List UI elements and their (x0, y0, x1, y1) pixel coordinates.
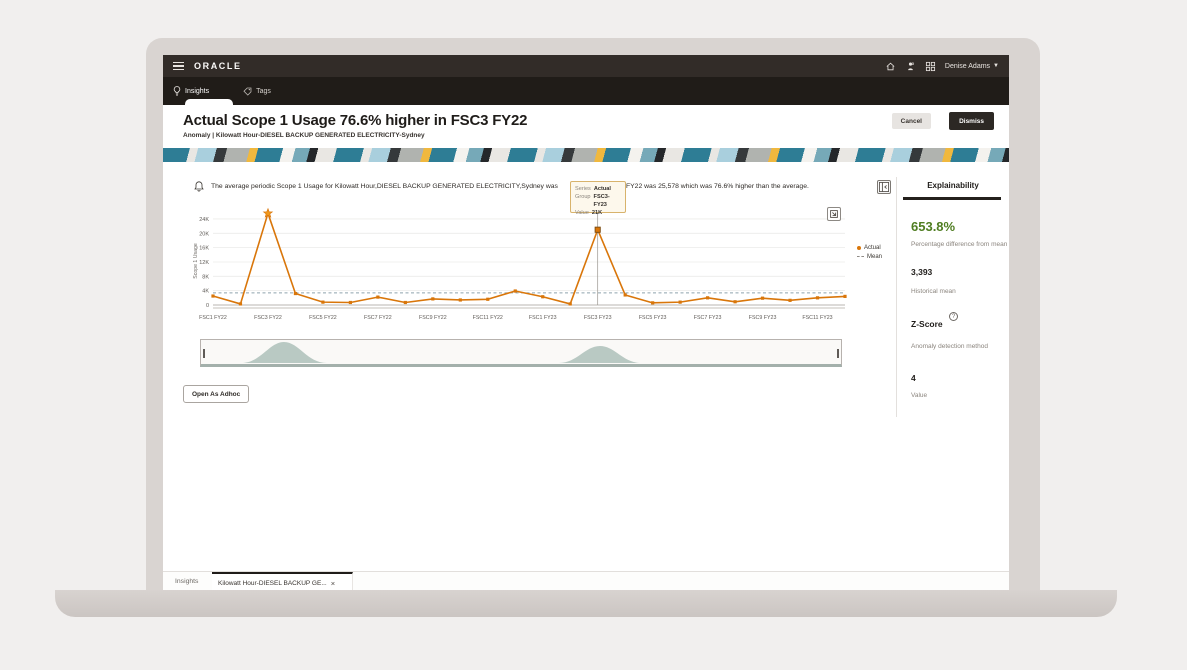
brush-left-handle[interactable] (203, 349, 205, 358)
legend-item-actual[interactable]: Actual (857, 243, 917, 252)
tooltip-series-label: Series (575, 186, 591, 192)
svg-text:FSC1 FY22: FSC1 FY22 (199, 315, 227, 321)
lightbulb-icon (173, 86, 181, 96)
tooltip-group-value: FSC3-FY23 (593, 194, 610, 208)
svg-text:Scope 1 Usage: Scope 1 Usage (193, 243, 199, 279)
chart-legend: Actual Mean (857, 243, 917, 261)
legend-actual-label: Actual (864, 244, 881, 251)
bottom-tab-label: Kilowatt Hour-DIESEL BACKUP GE... (218, 580, 327, 587)
svg-text:FSC11 FY23: FSC11 FY23 (802, 315, 832, 321)
metric-historical-mean-label: Historical mean (911, 288, 956, 295)
hamburger-icon[interactable] (173, 62, 184, 70)
brush-density-hump-1 (241, 342, 327, 363)
bottom-active-tab[interactable]: Kilowatt Hour-DIESEL BACKUP GE... × (212, 572, 353, 592)
svg-text:FSC1 FY23: FSC1 FY23 (529, 315, 557, 321)
page-title: Actual Scope 1 Usage 76.6% higher in FSC… (183, 112, 528, 129)
collapse-panel-icon[interactable] (877, 180, 891, 194)
open-as-adhoc-button[interactable]: Open As Adhoc (183, 385, 250, 403)
legend-item-mean[interactable]: Mean (857, 252, 917, 261)
metric-method-label: Anomaly detection method (911, 343, 988, 350)
panel-divider (896, 177, 897, 417)
svg-text:FSC3 FY22: FSC3 FY22 (254, 315, 282, 321)
svg-text:FSC9 FY23: FSC9 FY23 (749, 315, 777, 321)
svg-text:20K: 20K (199, 231, 209, 237)
cancel-button[interactable]: Cancel (891, 113, 931, 129)
tooltip-value-label: Value (575, 210, 589, 216)
svg-text:16K: 16K (199, 246, 209, 252)
svg-text:12K: 12K (199, 260, 209, 266)
tooltip-value-value: 21K (591, 210, 603, 216)
tooltip-group-label: Group (575, 194, 591, 200)
insight-text-before: The average periodic Scope 1 Usage for K… (211, 183, 558, 190)
metric-historical-mean-value: 3,393 (911, 267, 933, 277)
decorative-mosaic-band (163, 148, 1009, 162)
metric-zscore-label: Value (911, 392, 928, 399)
laptop-base (55, 590, 1117, 617)
brush-density-hump-2 (559, 346, 641, 363)
global-header: ORACLE Denise Adams ▼ (163, 55, 1009, 77)
home-icon[interactable] (885, 61, 896, 72)
tab-insights[interactable]: Insights (163, 77, 219, 105)
svg-text:FSC7 FY23: FSC7 FY23 (694, 315, 722, 321)
metric-pct-difference-label: Percentage difference from mean (911, 241, 1008, 248)
assistant-icon[interactable] (905, 61, 916, 72)
svg-text:FSC3 FY23: FSC3 FY23 (584, 315, 612, 321)
user-name: Denise Adams (944, 62, 991, 70)
tooltip-series-value: Actual (593, 186, 611, 192)
svg-text:FSC7 FY22: FSC7 FY22 (364, 315, 392, 321)
tab-explainability[interactable]: Explainability (927, 181, 979, 190)
svg-text:FSC9 FY22: FSC9 FY22 (419, 315, 447, 321)
chart-tooltip: Series Actual Group FSC3-FY23 Value 21K (570, 181, 626, 216)
user-menu[interactable]: Denise Adams ▼ (945, 63, 999, 70)
svg-text:4K: 4K (202, 289, 209, 295)
laptop-screen-bezel: ORACLE Denise Adams ▼ Insights (146, 38, 1040, 598)
svg-text:0: 0 (206, 303, 209, 309)
expand-chart-icon[interactable] (827, 207, 841, 221)
svg-text:FSC5 FY23: FSC5 FY23 (639, 315, 667, 321)
bottom-insights-link[interactable]: Insights (175, 578, 199, 585)
legend-mean-label: Mean (867, 253, 883, 260)
line-chart[interactable]: 0 4K 8K 12K 16K 20K 24K Scope 1 Usage FSC1 FY22 F… (191, 201, 851, 331)
metric-pct-difference-value: 653.8% (911, 219, 956, 234)
legend-actual-marker (857, 245, 861, 250)
svg-text:8K: 8K (202, 274, 209, 280)
legend-mean-marker (857, 256, 864, 257)
close-icon[interactable]: × (330, 579, 336, 588)
dismiss-button[interactable]: Dismiss (949, 112, 994, 130)
svg-text:FSC11 FY22: FSC11 FY22 (473, 315, 503, 321)
brush-right-handle[interactable] (837, 349, 839, 358)
insight-header: Actual Scope 1 Usage 76.6% higher in FSC… (163, 105, 1009, 148)
svg-text:24K: 24K (199, 217, 209, 223)
chart-range-selector[interactable] (200, 339, 842, 367)
app-grid-icon[interactable] (925, 61, 936, 72)
page-subtitle: Anomaly | Kilowatt Hour-DIESEL BACKUP GE… (183, 132, 425, 139)
bottom-tab-bar: Insights Kilowatt Hour-DIESEL BACKUP GE.… (163, 571, 1009, 592)
insight-text-after: FY22 was 25,578 which was 76.6% higher t… (626, 183, 809, 190)
metric-zscore-value: 4 (911, 373, 916, 383)
svg-text:FSC5 FY22: FSC5 FY22 (309, 315, 337, 321)
bell-icon (194, 181, 204, 192)
nav-tab-bar: Insights Tags (163, 77, 1009, 105)
tab-insights-label: Insights (185, 87, 210, 95)
explainability-tab-underline (903, 197, 1001, 200)
active-tab-indicator (185, 99, 233, 105)
app-window: ORACLE Denise Adams ▼ Insights (163, 55, 1009, 592)
tab-tags-label: Tags (256, 87, 271, 95)
chevron-down-icon: ▼ (993, 63, 999, 69)
help-icon[interactable]: ? (949, 312, 958, 321)
tab-tags[interactable]: Tags (233, 77, 281, 105)
insight-summary-row: The average periodic Scope 1 Usage for K… (163, 175, 1009, 195)
metric-method-value: Z-Score (911, 319, 943, 329)
tag-icon (243, 87, 252, 96)
oracle-logo: ORACLE (194, 61, 242, 71)
